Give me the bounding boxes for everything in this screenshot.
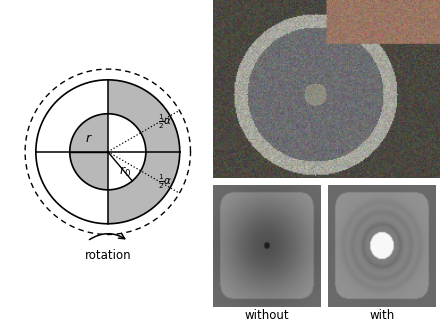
Text: without: without <box>245 309 290 322</box>
Text: with: with <box>369 309 394 322</box>
Text: rotation: rotation <box>84 248 131 262</box>
Wedge shape <box>108 114 146 190</box>
Text: $\frac{1}{2}\alpha$: $\frac{1}{2}\alpha$ <box>158 173 172 191</box>
Text: $\frac{1}{2}\alpha$: $\frac{1}{2}\alpha$ <box>158 112 172 131</box>
Text: $r_0$: $r_0$ <box>119 164 132 179</box>
Wedge shape <box>70 114 108 190</box>
Text: $r$: $r$ <box>85 132 93 145</box>
Wedge shape <box>108 80 180 224</box>
Wedge shape <box>36 80 180 224</box>
